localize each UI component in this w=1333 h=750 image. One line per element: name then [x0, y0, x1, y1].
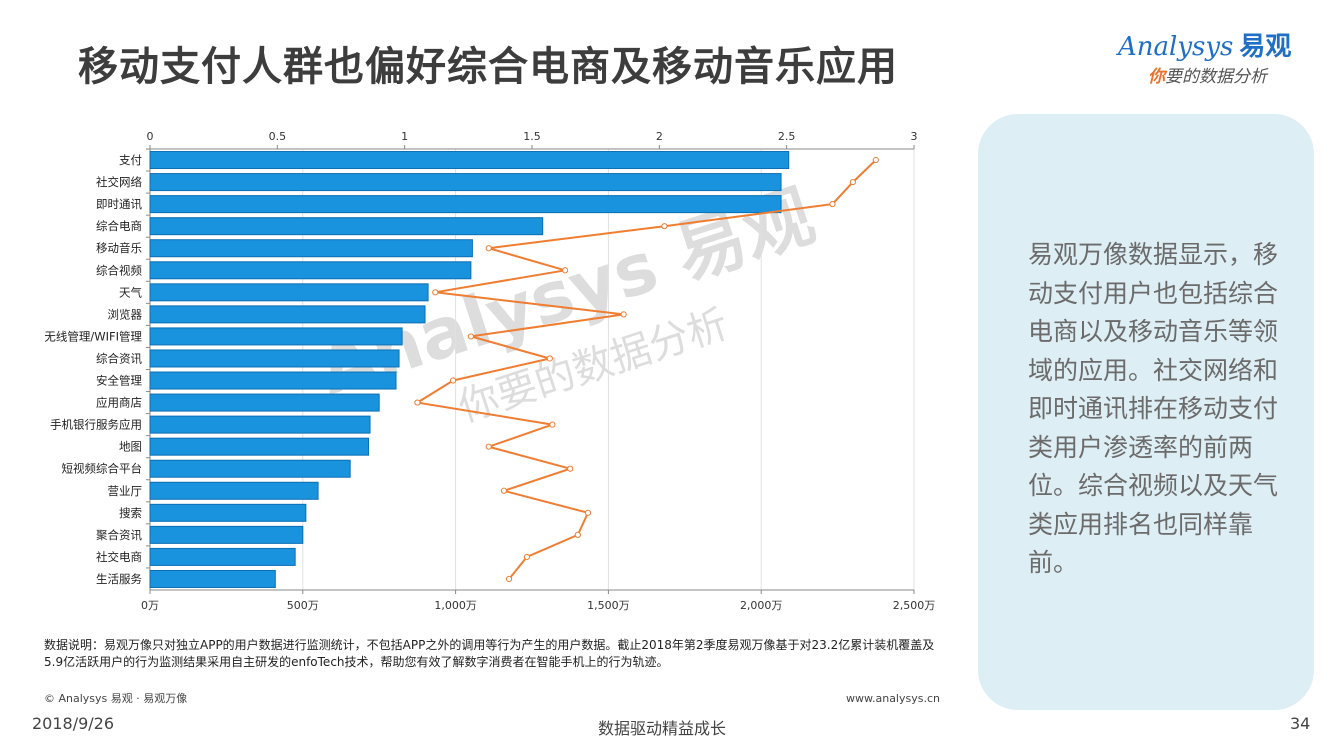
line-point [467, 333, 474, 340]
category-label: 移动音乐 [96, 241, 142, 255]
line-point [523, 553, 531, 561]
line-point [574, 531, 581, 538]
x-tick-label-bottom: 1,500万 [587, 599, 630, 612]
insight-text: 易观万像数据显示，移动支付用户也包括综合电商以及移动音乐等领域的应用。社交网络和… [1028, 240, 1279, 577]
footer-date: 2018/9/26 [32, 714, 115, 733]
logo-tagline-rest: 要的数据分析 [1165, 67, 1267, 87]
x-tick-label-top: 2 [656, 130, 663, 143]
line-point [485, 443, 492, 450]
x-tick-label-top: 2.5 [778, 130, 796, 143]
category-label: 浏览器 [108, 307, 143, 321]
line-point [549, 421, 556, 428]
category-label: 聚合资讯 [96, 528, 142, 542]
bar [149, 195, 782, 214]
bar [149, 569, 276, 588]
brand-logo: Analysys 易观 你要的数据分析 [1118, 26, 1318, 90]
line-point [432, 289, 439, 296]
x-tick-label-top: 1.5 [523, 130, 541, 143]
line-point [872, 156, 879, 164]
x-tick-label-top: 1 [401, 130, 408, 143]
line-point [620, 311, 627, 318]
bar [149, 283, 429, 302]
copyright: © Analysys 易观 · 易观万像 [44, 692, 188, 705]
line-point [500, 487, 508, 494]
bar [149, 327, 403, 346]
bar [149, 217, 544, 236]
website-link[interactable]: www.analysys.cn [846, 692, 940, 705]
line-point [449, 377, 457, 384]
bar [149, 415, 371, 434]
line-point [546, 355, 553, 362]
category-label: 综合资讯 [96, 351, 142, 365]
bar [149, 261, 472, 280]
category-label: 社交电商 [96, 550, 142, 564]
x-tick-label-bottom: 2,500万 [893, 599, 936, 612]
x-tick-label-top: 0 [147, 130, 154, 143]
line-point [485, 245, 492, 252]
category-label: 社交网络 [96, 175, 142, 189]
line-point [584, 509, 592, 516]
line-point [414, 399, 421, 406]
bar [149, 503, 307, 522]
line-point [562, 267, 569, 274]
bar [149, 437, 370, 456]
bar [149, 371, 397, 390]
page-title: 移动支付人群也偏好综合电商及移动音乐应用 [78, 44, 898, 90]
bar [149, 525, 304, 544]
bar [149, 459, 351, 478]
category-label: 支付 [119, 153, 142, 167]
logo-brand-text: Analysys [1118, 32, 1234, 62]
category-label: 营业厅 [108, 484, 143, 498]
logo-tagline-first: 你 [1148, 67, 1165, 87]
category-label: 短视频综合平台 [62, 462, 143, 476]
data-note: 数据说明：易观万像只对独立APP的用户数据进行监测统计，不包括APP之外的调用等… [44, 638, 935, 669]
category-label: 地图 [119, 440, 142, 454]
category-label: 手机银行服务应用 [50, 418, 142, 432]
x-tick-label-bottom: 0万 [141, 599, 159, 612]
x-tick-label-top: 3 [911, 130, 918, 143]
category-label: 无线管理/WIFI管理 [44, 329, 142, 343]
line-point [829, 201, 836, 208]
bar [149, 393, 380, 412]
x-tick-label-bottom: 2,000万 [740, 599, 783, 612]
x-tick-label-bottom: 1,000万 [434, 599, 477, 612]
bar [149, 547, 296, 566]
x-tick-label-top: 0.5 [269, 130, 287, 143]
line-point [661, 223, 668, 230]
footer-slogan: 数据驱动精益成长 [598, 719, 727, 738]
bar [149, 151, 790, 170]
category-label: 生活服务 [96, 572, 142, 586]
line-point [567, 465, 574, 472]
category-label: 综合视频 [96, 263, 142, 277]
category-label: 综合电商 [96, 219, 142, 233]
category-label: 即时通讯 [96, 197, 142, 211]
page-number: 34 [1290, 714, 1311, 733]
line-point [849, 178, 856, 186]
line-series [414, 159, 877, 580]
category-label: 搜索 [119, 506, 142, 520]
category-label: 应用商店 [96, 396, 142, 410]
x-tick-label-bottom: 500万 [287, 599, 319, 612]
bar [149, 173, 782, 192]
bar [149, 239, 473, 258]
insight-panel: 易观万像数据显示，移动支付用户也包括综合电商以及移动音乐等领域的应用。社交网络和… [978, 114, 1314, 710]
category-label: 安全管理 [96, 374, 142, 388]
bar [149, 349, 400, 368]
line-point [505, 575, 513, 583]
logo-cn-text: 易观 [1239, 32, 1292, 62]
category-label: 天气 [119, 285, 142, 299]
bar [149, 305, 426, 324]
bar [149, 481, 319, 500]
